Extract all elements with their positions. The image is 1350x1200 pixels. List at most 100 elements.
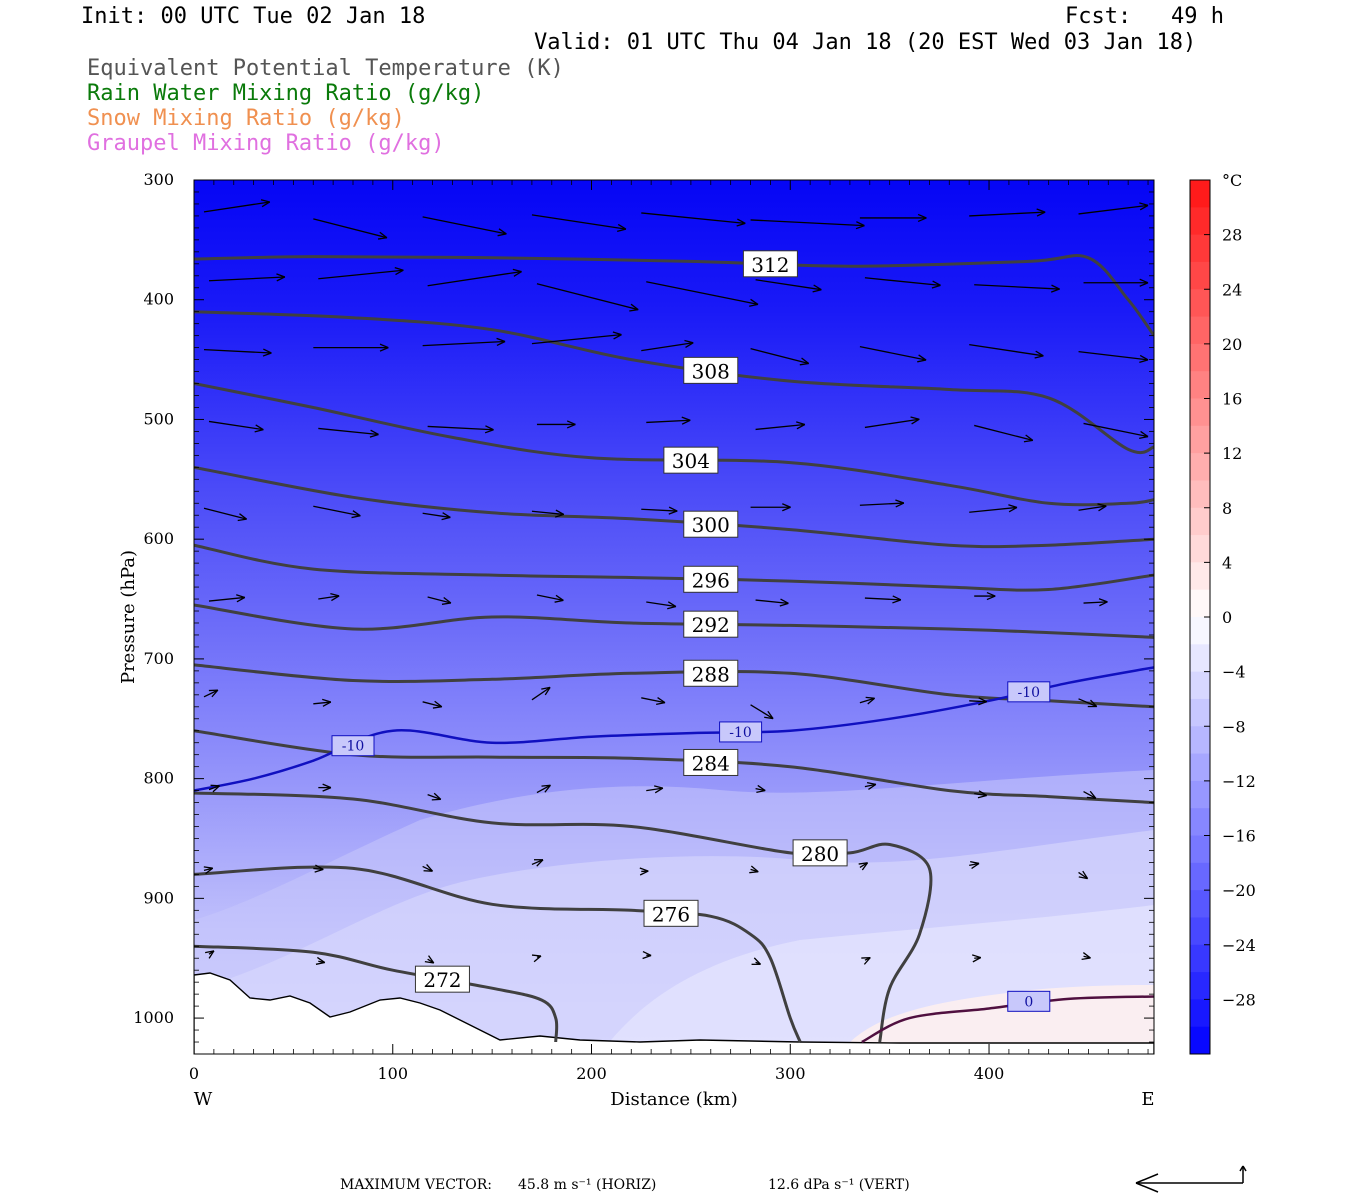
x-tick-label: 300 bbox=[775, 1064, 806, 1083]
theta-e-contour-label: 312 bbox=[742, 250, 798, 278]
temperature-contour-label: -10 bbox=[331, 735, 375, 757]
temperature-contour-0 bbox=[861, 995, 1154, 1044]
colorbar-swatch bbox=[1190, 671, 1210, 700]
colorbar-swatch bbox=[1190, 698, 1210, 727]
temperature-contour-label: 0 bbox=[1007, 990, 1051, 1012]
wind-vector-icon bbox=[755, 421, 806, 431]
wind-vector-icon bbox=[974, 424, 1034, 443]
wind-vector-icon bbox=[646, 416, 691, 425]
colorbar-swatch bbox=[1190, 234, 1210, 263]
colorbar-tick-label: −28 bbox=[1222, 990, 1256, 1009]
svg-text:276: 276 bbox=[652, 902, 690, 926]
wind-vector-icon bbox=[859, 499, 905, 508]
colorbar-swatch bbox=[1190, 972, 1210, 1000]
svg-text:308: 308 bbox=[692, 359, 730, 383]
wind-vector-icon bbox=[203, 866, 214, 875]
warm-shade bbox=[840, 985, 1154, 1054]
colorbar-tick-label: 28 bbox=[1222, 226, 1242, 245]
field-label-graupel: Graupel Mixing Ratio (g/kg) bbox=[87, 131, 445, 156]
colorbar-swatch bbox=[1190, 644, 1210, 673]
wind-vector-icon bbox=[1083, 422, 1149, 439]
y-tick-label: 900 bbox=[143, 888, 174, 907]
wind-vector-icon bbox=[313, 218, 388, 240]
wind-vector-icon bbox=[1078, 870, 1089, 880]
colorbar-swatch bbox=[1190, 261, 1210, 290]
wind-vector-icon bbox=[859, 213, 927, 223]
wind-vector-icon bbox=[646, 601, 677, 610]
wind-vector-icon bbox=[755, 279, 822, 293]
colorbar-tick-label: 4 bbox=[1222, 553, 1232, 572]
colorbar-swatch bbox=[1190, 617, 1210, 645]
x-tick-label: 100 bbox=[377, 1064, 408, 1083]
wind-vector-icon bbox=[531, 331, 622, 345]
colorbar-swatch bbox=[1190, 343, 1210, 372]
wind-vector-icon bbox=[751, 957, 762, 965]
wind-vector-icon bbox=[427, 268, 522, 287]
wind-vector-icon bbox=[641, 696, 666, 706]
colorbar-swatch bbox=[1190, 289, 1210, 318]
max-vector-vert: 12.6 dPa s⁻¹ (VERT) bbox=[768, 1177, 910, 1193]
plot-frame bbox=[193, 179, 1155, 1055]
colorbar-swatch bbox=[1190, 808, 1210, 836]
wind-vector-icon bbox=[858, 862, 869, 871]
max-vector-horiz: 45.8 m s⁻¹ (HORIZ) bbox=[518, 1177, 657, 1193]
wind-vector-icon bbox=[422, 512, 451, 521]
y-tick-label: 800 bbox=[143, 769, 174, 788]
svg-text:280: 280 bbox=[801, 842, 839, 866]
max-vector-label: MAXIMUM VECTOR: bbox=[340, 1177, 492, 1193]
svg-text:300: 300 bbox=[692, 513, 730, 537]
wind-vector-icon bbox=[1078, 202, 1149, 215]
wind-vector-icon bbox=[208, 784, 220, 793]
wind-vector-icon bbox=[315, 956, 326, 965]
y-tick-label: 1000 bbox=[133, 1008, 174, 1027]
svg-text:272: 272 bbox=[423, 968, 461, 992]
y-tick-label: 600 bbox=[143, 529, 174, 548]
x-tick-label: 400 bbox=[974, 1064, 1005, 1083]
wind-vector-icon bbox=[427, 425, 494, 434]
svg-text:304: 304 bbox=[672, 449, 710, 473]
colorbar-tick-label: 0 bbox=[1222, 608, 1232, 627]
wind-vector-icon bbox=[427, 596, 452, 605]
colorbar-tick-label: −20 bbox=[1222, 881, 1256, 900]
wind-vector-icon bbox=[969, 504, 1018, 513]
wind-vector-icon bbox=[864, 416, 920, 429]
theta-e-contour-label: 276 bbox=[643, 899, 699, 927]
svg-text:-10: -10 bbox=[1018, 685, 1041, 701]
colorbar-swatch bbox=[1190, 425, 1210, 454]
colorbar-swatch bbox=[1190, 316, 1210, 345]
wind-vector-icon bbox=[750, 503, 791, 512]
colorbar-swatch bbox=[1190, 835, 1210, 864]
y-tick-label: 500 bbox=[143, 409, 174, 428]
wind-vector-icon bbox=[318, 427, 379, 438]
west-label: W bbox=[194, 1089, 213, 1110]
wind-vector-icon bbox=[859, 696, 876, 705]
wind-vector-icon bbox=[203, 507, 248, 522]
colorbar-tick-label: 16 bbox=[1222, 390, 1242, 409]
colorbar-swatch bbox=[1190, 999, 1210, 1028]
colorbar-tick-label: −12 bbox=[1222, 772, 1256, 791]
east-label: E bbox=[1141, 1089, 1154, 1110]
wind-vector-icon bbox=[641, 339, 694, 352]
colorbar-swatch bbox=[1190, 507, 1210, 536]
theta-e-contour-label: 300 bbox=[683, 510, 739, 538]
colorbar-swatch bbox=[1190, 480, 1210, 509]
wind-vector-icon bbox=[755, 784, 766, 793]
theta-e-contour-label: 292 bbox=[683, 610, 739, 638]
colorbar-swatch bbox=[1190, 917, 1210, 946]
wind-vector-icon bbox=[1078, 503, 1107, 512]
colorbar-swatch bbox=[1190, 780, 1210, 809]
wind-vector-icon bbox=[422, 216, 507, 237]
wind-vector-icon bbox=[974, 790, 988, 799]
colorbar-swatch bbox=[1190, 890, 1210, 918]
wind-vector-icon bbox=[536, 283, 639, 312]
terrain-surface bbox=[194, 972, 1154, 1054]
colorbar-swatch bbox=[1190, 589, 1210, 618]
wind-vector-icon bbox=[531, 214, 627, 232]
wind-vector-icon bbox=[864, 781, 877, 790]
wind-vector-icon bbox=[208, 420, 264, 433]
wind-vector-icon bbox=[531, 686, 551, 701]
wind-vector-icon bbox=[318, 266, 404, 280]
wind-vector-icon bbox=[205, 950, 215, 959]
colorbar-swatch bbox=[1190, 862, 1210, 891]
